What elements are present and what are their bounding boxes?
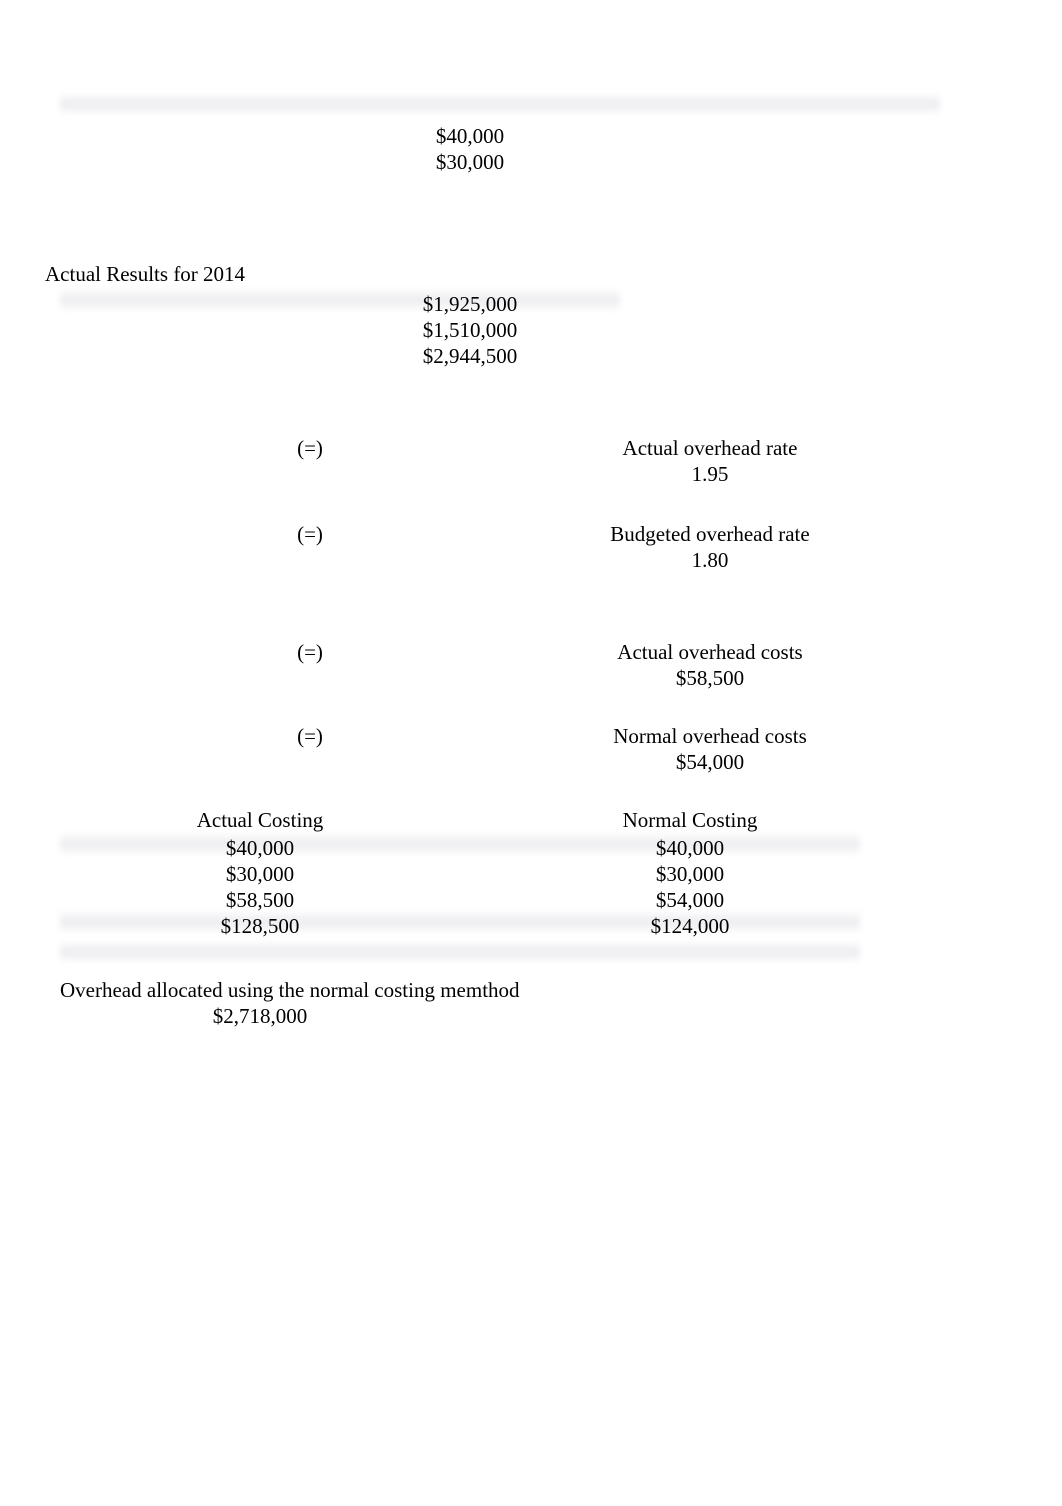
footer-label: Overhead allocated using the normal cost…	[60, 978, 520, 1003]
redacted-bar	[60, 940, 860, 964]
equals-sign: (=)	[280, 640, 340, 665]
equals-sign: (=)	[280, 436, 340, 461]
cell-actual: $30,000	[130, 862, 390, 887]
calc-value-4: $54,000	[580, 750, 840, 775]
cell-normal: $40,000	[560, 836, 820, 861]
actuals-v3: $2,944,500	[360, 344, 580, 369]
calc-value-2: 1.80	[580, 548, 840, 573]
equals-sign: (=)	[280, 724, 340, 749]
calc-label-2: Budgeted overhead rate	[580, 522, 840, 547]
actuals-v1: $1,925,000	[360, 292, 580, 317]
calc-label-4: Normal overhead costs	[580, 724, 840, 749]
equals-sign: (=)	[280, 522, 340, 547]
calc-label-1: Actual overhead rate	[580, 436, 840, 461]
footer-value: $2,718,000	[130, 1004, 390, 1029]
top-value-1: $40,000	[360, 124, 580, 149]
calc-value-3: $58,500	[580, 666, 840, 691]
redacted-bar	[60, 92, 940, 116]
cell-actual: $40,000	[130, 836, 390, 861]
section-header: Actual Results for 2014	[45, 262, 245, 287]
cell-actual-total: $128,500	[130, 914, 390, 939]
actuals-v2: $1,510,000	[360, 318, 580, 343]
table-head-normal: Normal Costing	[560, 808, 820, 833]
top-value-2: $30,000	[360, 150, 580, 175]
cell-normal-total: $124,000	[560, 914, 820, 939]
cell-normal: $30,000	[560, 862, 820, 887]
table-head-actual: Actual Costing	[130, 808, 390, 833]
calc-value-1: 1.95	[580, 462, 840, 487]
calc-label-3: Actual overhead costs	[580, 640, 840, 665]
